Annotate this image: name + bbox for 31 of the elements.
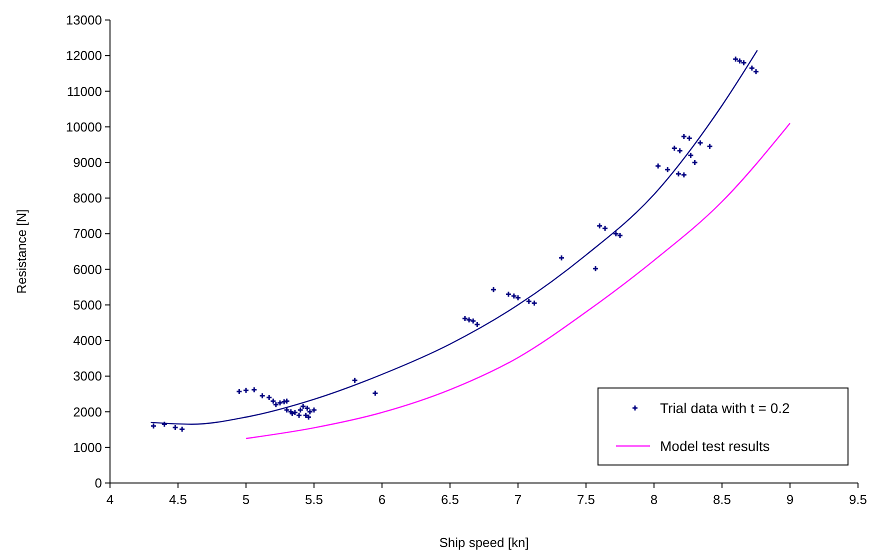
x-tick-label: 9: [786, 492, 794, 507]
y-tick-label: 9000: [73, 155, 102, 170]
x-tick-label: 9.5: [848, 492, 868, 507]
x-tick-label: 8: [650, 492, 658, 507]
y-axis-title: Resistance [N]: [14, 209, 29, 294]
y-tick-label: 13000: [66, 12, 102, 28]
x-tick-label: 8.5: [712, 492, 732, 507]
x-tick-label: 4.5: [168, 492, 188, 507]
y-tick-label: 8000: [73, 190, 102, 206]
x-tick-label: 6.5: [440, 492, 460, 507]
y-tick-label: 10000: [66, 119, 102, 134]
y-tick-label: 12000: [66, 48, 102, 64]
y-tick-label: 5000: [73, 297, 102, 312]
y-tick-label: 0: [94, 476, 102, 491]
legend-label: Trial data with t = 0.2: [660, 400, 790, 416]
x-tick-label: 7.5: [576, 492, 596, 507]
y-tick-label: 4000: [73, 333, 102, 348]
legend-label: Model test results: [660, 438, 770, 454]
y-tick-label: 2000: [73, 404, 102, 420]
x-tick-label: 5.5: [304, 492, 324, 507]
x-tick-label: 5: [242, 492, 250, 507]
y-tick-label: 3000: [73, 368, 102, 384]
y-tick-label: 6000: [73, 262, 102, 277]
y-tick-label: 1000: [73, 440, 102, 455]
x-tick-label: 4: [106, 492, 114, 507]
x-tick-label: 6: [378, 492, 386, 507]
x-axis-title: Ship speed [kn]: [439, 535, 529, 550]
x-tick-label: 7: [514, 492, 522, 507]
y-tick-label: 7000: [73, 226, 102, 242]
y-tick-label: 11000: [66, 84, 102, 99]
line-series: [245, 122, 791, 440]
